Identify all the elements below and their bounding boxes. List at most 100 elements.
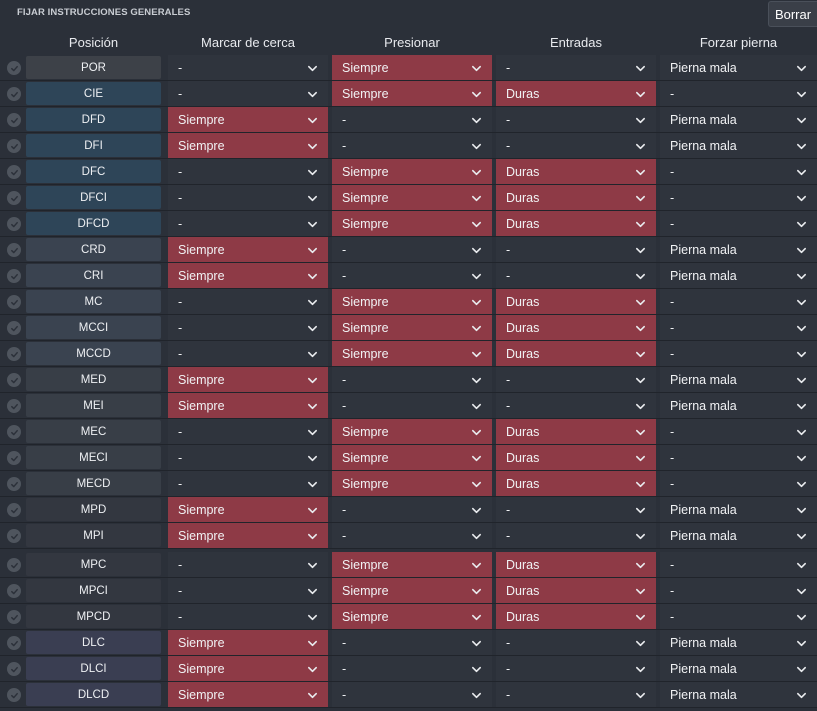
force-foot-select[interactable]: - bbox=[660, 445, 817, 471]
close-marking-select[interactable]: - bbox=[168, 445, 328, 471]
check-icon[interactable] bbox=[7, 295, 21, 309]
tackling-select[interactable]: Duras bbox=[496, 578, 656, 604]
pressing-select[interactable]: Siempre bbox=[332, 552, 492, 578]
pressing-select[interactable]: Siempre bbox=[332, 289, 492, 315]
close-marking-select[interactable]: - bbox=[168, 419, 328, 445]
pressing-select[interactable]: Siempre bbox=[332, 471, 492, 497]
pressing-select[interactable]: - bbox=[332, 133, 492, 159]
force-foot-select[interactable]: - bbox=[660, 552, 817, 578]
close-marking-select[interactable]: Siempre bbox=[168, 656, 328, 682]
tackling-select[interactable]: Duras bbox=[496, 471, 656, 497]
force-foot-select[interactable]: Pierna mala bbox=[660, 263, 817, 289]
check-icon[interactable] bbox=[7, 688, 21, 702]
pressing-select[interactable]: Siempre bbox=[332, 445, 492, 471]
tackling-select[interactable]: Duras bbox=[496, 419, 656, 445]
pressing-select[interactable]: Siempre bbox=[332, 211, 492, 237]
pressing-select[interactable]: Siempre bbox=[332, 81, 492, 107]
pressing-select[interactable]: Siempre bbox=[332, 419, 492, 445]
tackling-select[interactable]: Duras bbox=[496, 315, 656, 341]
force-foot-select[interactable]: - bbox=[660, 185, 817, 211]
check-icon[interactable] bbox=[7, 321, 21, 335]
pressing-select[interactable]: - bbox=[332, 630, 492, 656]
force-foot-select[interactable]: Pierna mala bbox=[660, 656, 817, 682]
force-foot-select[interactable]: - bbox=[660, 578, 817, 604]
check-icon[interactable] bbox=[7, 191, 21, 205]
close-marking-select[interactable]: - bbox=[168, 552, 328, 578]
pressing-select[interactable]: - bbox=[332, 393, 492, 419]
check-icon[interactable] bbox=[7, 399, 21, 413]
force-foot-select[interactable]: - bbox=[660, 419, 817, 445]
close-marking-select[interactable]: - bbox=[168, 341, 328, 367]
pressing-select[interactable]: - bbox=[332, 523, 492, 549]
tackling-select[interactable]: - bbox=[496, 523, 656, 549]
close-marking-select[interactable]: Siempre bbox=[168, 367, 328, 393]
force-foot-select[interactable]: - bbox=[660, 289, 817, 315]
close-marking-select[interactable]: Siempre bbox=[168, 630, 328, 656]
tackling-select[interactable]: - bbox=[496, 133, 656, 159]
close-marking-select[interactable]: - bbox=[168, 604, 328, 630]
tackling-select[interactable]: Duras bbox=[496, 185, 656, 211]
check-icon[interactable] bbox=[7, 425, 21, 439]
tackling-select[interactable]: Duras bbox=[496, 341, 656, 367]
pressing-select[interactable]: - bbox=[332, 107, 492, 133]
force-foot-select[interactable]: - bbox=[660, 159, 817, 185]
force-foot-select[interactable]: Pierna mala bbox=[660, 523, 817, 549]
close-marking-select[interactable]: - bbox=[168, 578, 328, 604]
close-marking-select[interactable]: - bbox=[168, 55, 328, 81]
force-foot-select[interactable]: - bbox=[660, 341, 817, 367]
check-icon[interactable] bbox=[7, 610, 21, 624]
pressing-select[interactable]: Siempre bbox=[332, 315, 492, 341]
tackling-select[interactable]: - bbox=[496, 497, 656, 523]
pressing-select[interactable]: - bbox=[332, 237, 492, 263]
close-marking-select[interactable]: - bbox=[168, 81, 328, 107]
check-icon[interactable] bbox=[7, 451, 21, 465]
check-icon[interactable] bbox=[7, 636, 21, 650]
force-foot-select[interactable]: Pierna mala bbox=[660, 393, 817, 419]
pressing-select[interactable]: - bbox=[332, 682, 492, 708]
pressing-select[interactable]: Siempre bbox=[332, 341, 492, 367]
check-icon[interactable] bbox=[7, 269, 21, 283]
force-foot-select[interactable]: Pierna mala bbox=[660, 367, 817, 393]
check-icon[interactable] bbox=[7, 373, 21, 387]
check-icon[interactable] bbox=[7, 61, 21, 75]
check-icon[interactable] bbox=[7, 662, 21, 676]
close-marking-select[interactable]: Siempre bbox=[168, 497, 328, 523]
close-marking-select[interactable]: - bbox=[168, 211, 328, 237]
check-icon[interactable] bbox=[7, 584, 21, 598]
tackling-select[interactable]: Duras bbox=[496, 289, 656, 315]
close-marking-select[interactable]: - bbox=[168, 315, 328, 341]
check-icon[interactable] bbox=[7, 217, 21, 231]
tackling-select[interactable]: - bbox=[496, 367, 656, 393]
force-foot-select[interactable]: Pierna mala bbox=[660, 55, 817, 81]
tackling-select[interactable]: Duras bbox=[496, 445, 656, 471]
force-foot-select[interactable]: - bbox=[660, 211, 817, 237]
close-marking-select[interactable]: - bbox=[168, 289, 328, 315]
close-marking-select[interactable]: Siempre bbox=[168, 237, 328, 263]
tackling-select[interactable]: - bbox=[496, 630, 656, 656]
pressing-select[interactable]: - bbox=[332, 263, 492, 289]
force-foot-select[interactable]: Pierna mala bbox=[660, 497, 817, 523]
check-icon[interactable] bbox=[7, 113, 21, 127]
force-foot-select[interactable]: Pierna mala bbox=[660, 682, 817, 708]
pressing-select[interactable]: Siempre bbox=[332, 55, 492, 81]
pressing-select[interactable]: Siempre bbox=[332, 185, 492, 211]
tackling-select[interactable]: Duras bbox=[496, 552, 656, 578]
tackling-select[interactable]: - bbox=[496, 237, 656, 263]
close-marking-select[interactable]: Siempre bbox=[168, 263, 328, 289]
force-foot-select[interactable]: - bbox=[660, 604, 817, 630]
check-icon[interactable] bbox=[7, 477, 21, 491]
close-marking-select[interactable]: Siempre bbox=[168, 107, 328, 133]
force-foot-select[interactable]: - bbox=[660, 471, 817, 497]
pressing-select[interactable]: - bbox=[332, 656, 492, 682]
force-foot-select[interactable]: Pierna mala bbox=[660, 237, 817, 263]
close-marking-select[interactable]: - bbox=[168, 471, 328, 497]
tackling-select[interactable]: Duras bbox=[496, 81, 656, 107]
close-marking-select[interactable]: Siempre bbox=[168, 393, 328, 419]
check-icon[interactable] bbox=[7, 347, 21, 361]
tackling-select[interactable]: - bbox=[496, 107, 656, 133]
tackling-select[interactable]: - bbox=[496, 393, 656, 419]
close-marking-select[interactable]: Siempre bbox=[168, 133, 328, 159]
force-foot-select[interactable]: - bbox=[660, 315, 817, 341]
check-icon[interactable] bbox=[7, 529, 21, 543]
tackling-select[interactable]: Duras bbox=[496, 604, 656, 630]
